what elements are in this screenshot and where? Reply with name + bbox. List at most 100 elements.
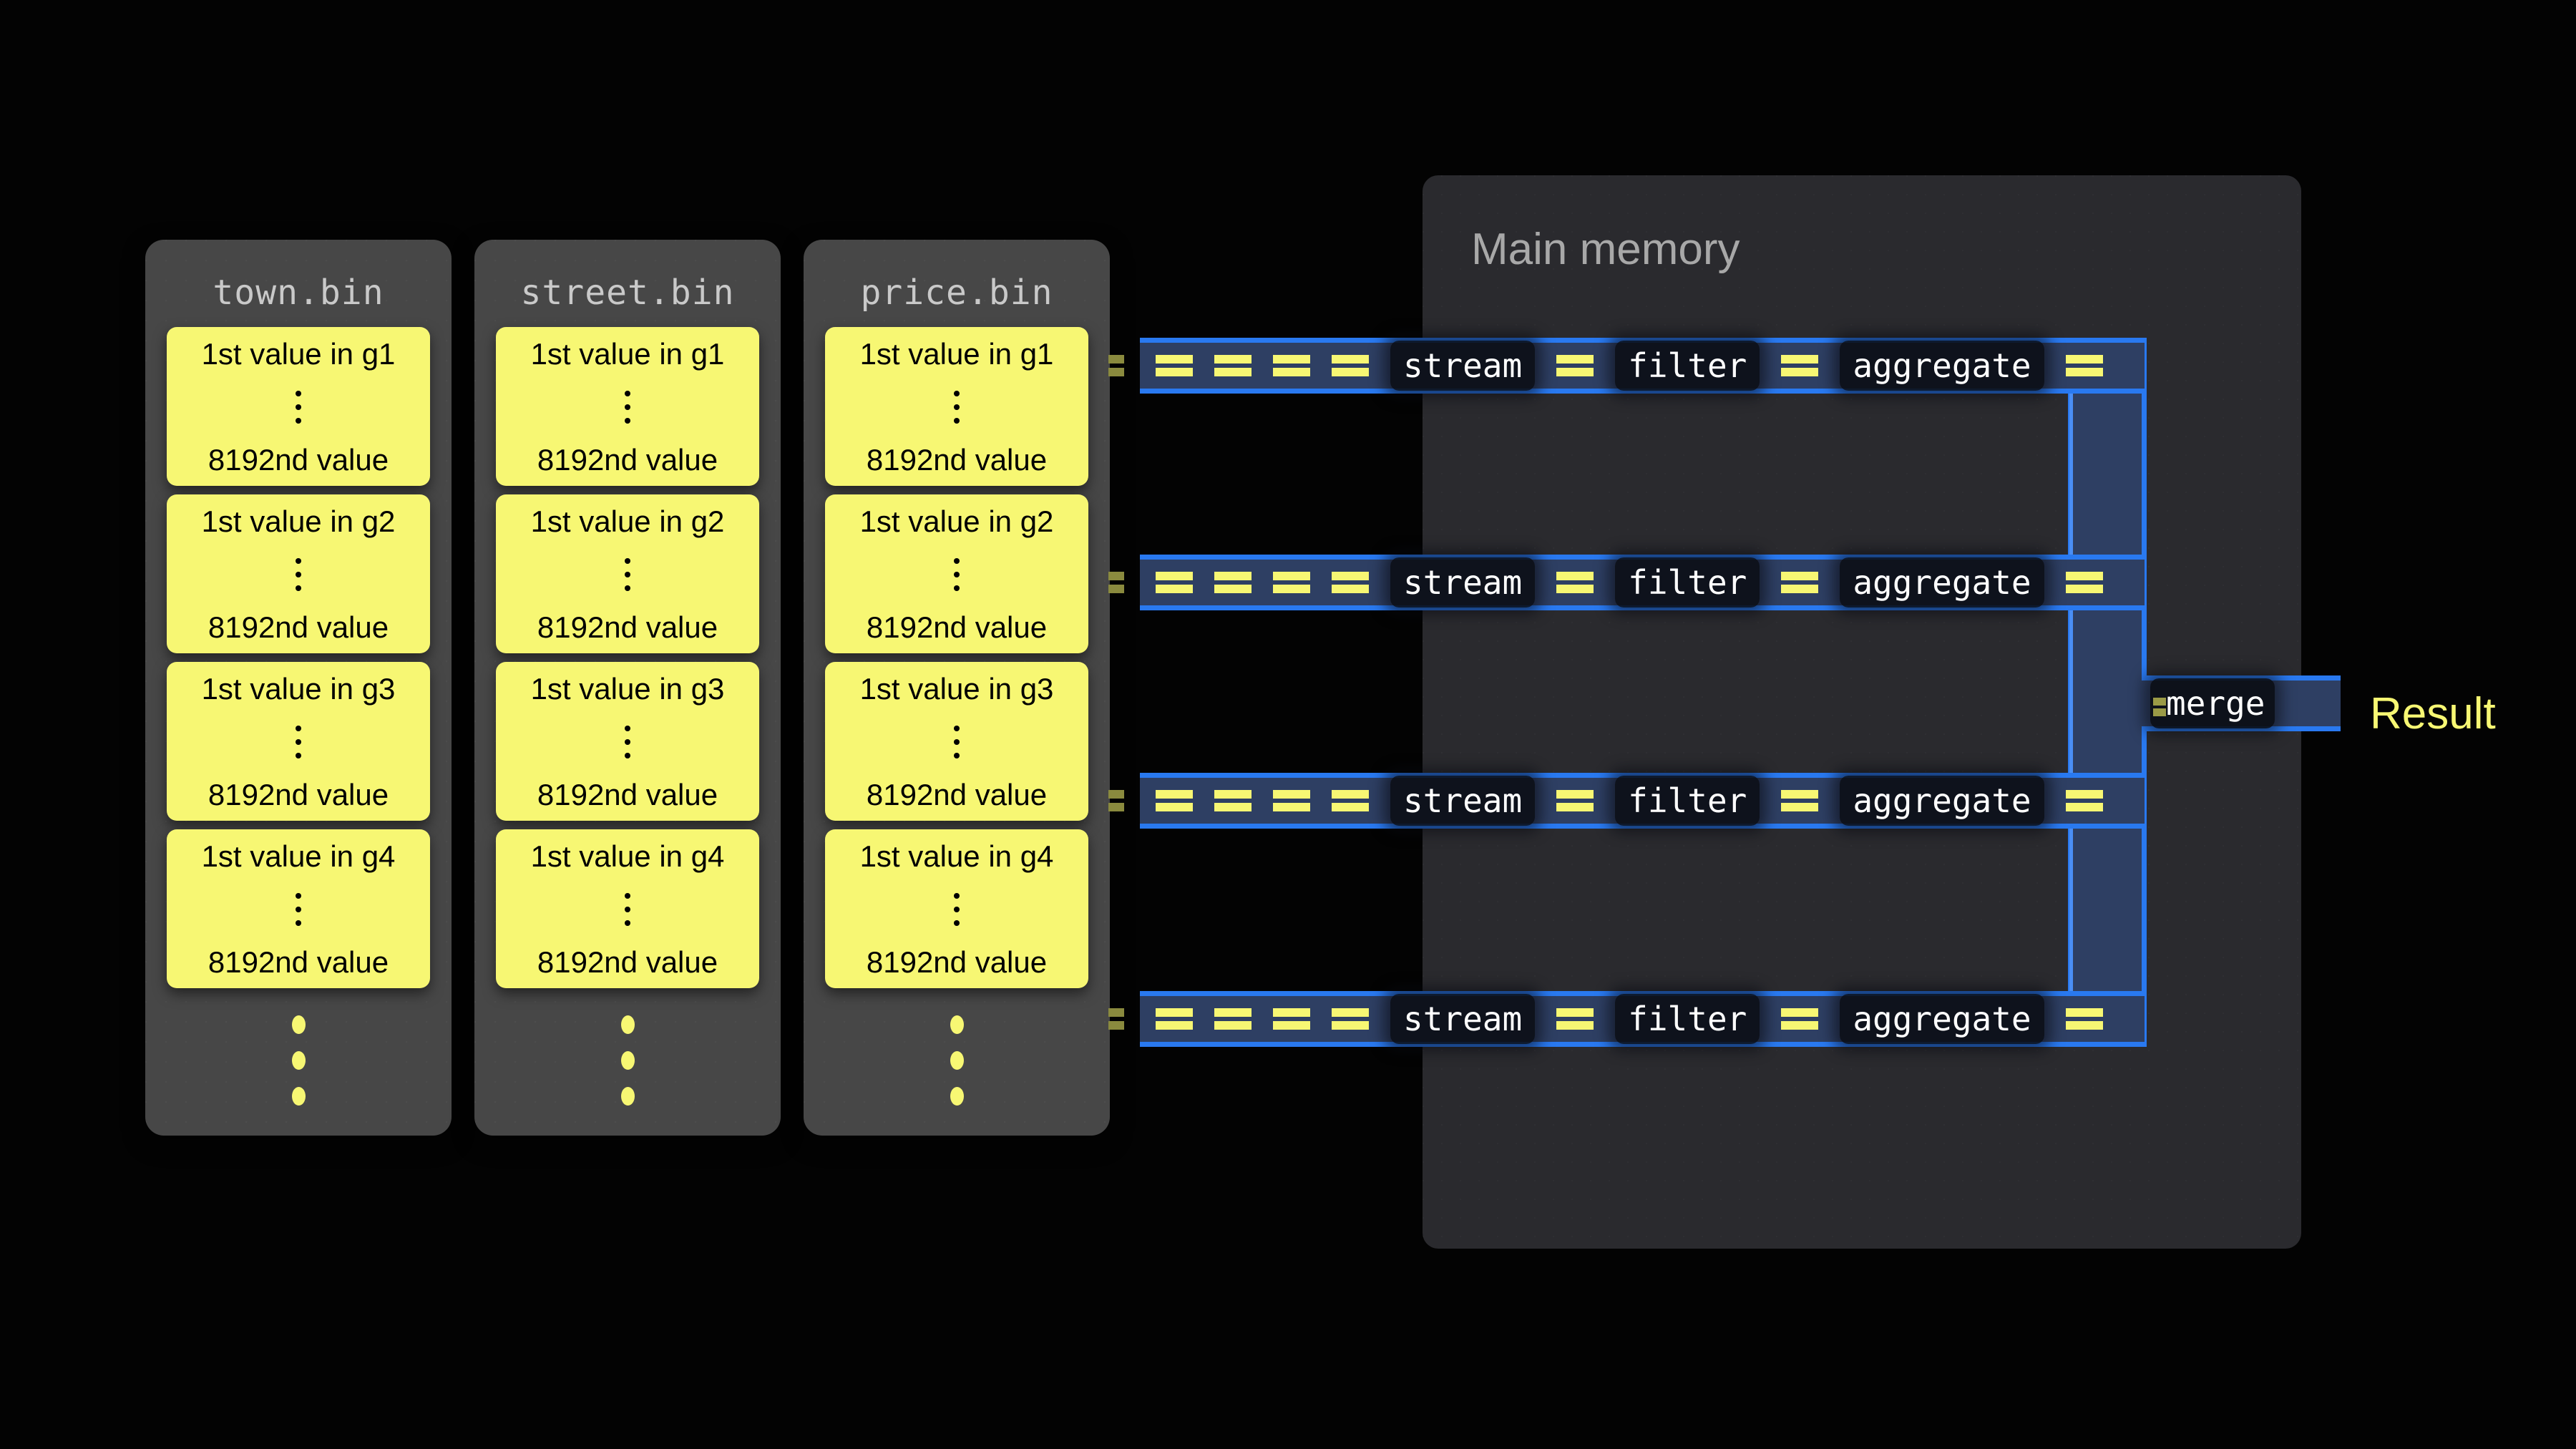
data-chunk: 1st value in g1 8192nd value	[496, 327, 759, 486]
chunk-first-value: 1st value in g2	[859, 504, 1054, 538]
pipeline-stage-aggregate[interactable]: aggregate	[1840, 557, 2044, 608]
data-chunk: 1st value in g1 8192nd value	[167, 327, 430, 486]
chunk-first-value: 1st value in g4	[859, 839, 1054, 873]
equals-dash-icon	[1214, 353, 1252, 378]
vertical-ellipsis-icon	[625, 558, 630, 591]
chunk-last-value: 8192nd value	[208, 443, 389, 477]
pipeline-stage-stream[interactable]: stream	[1390, 994, 1536, 1044]
chunk-first-value: 1st value in g1	[859, 337, 1054, 371]
data-chunk: 1st value in g3 8192nd value	[496, 662, 759, 821]
data-chunk: 1st value in g4 8192nd value	[496, 829, 759, 988]
pipeline-branch-connector	[1845, 605, 2073, 778]
pipeline-stage-filter[interactable]: filter	[1615, 994, 1760, 1044]
chunk-last-value: 8192nd value	[866, 778, 1048, 811]
equals-dash-stub-icon	[1108, 1007, 1124, 1031]
chunk-last-value: 8192nd value	[866, 610, 1048, 644]
pipeline-row[interactable]: stream filter aggregate	[1140, 991, 2145, 1047]
chunk-list: 1st value in g1 8192nd value 1st value in …	[145, 327, 452, 988]
main-memory-title: Main memory	[1471, 225, 1740, 274]
more-chunks-ellipsis-icon	[804, 997, 1110, 1136]
file-column: town.bin 1st value in g1 8192nd value 1st v…	[145, 240, 452, 1136]
pipeline-stage-filter[interactable]: filter	[1615, 341, 1760, 391]
vertical-ellipsis-icon	[625, 726, 630, 758]
pipeline-stage-label: stream	[1403, 1000, 1523, 1038]
pipeline-stage-aggregate[interactable]: aggregate	[1840, 994, 2044, 1044]
pipeline-stage-stream[interactable]: stream	[1390, 341, 1536, 391]
data-chunk: 1st value in g2 8192nd value	[496, 494, 759, 653]
pipeline-stage-label: aggregate	[1853, 563, 2031, 602]
pipeline-stage-label: aggregate	[1853, 346, 2031, 385]
equals-dash-icon	[1556, 353, 1594, 378]
chunk-last-value: 8192nd value	[537, 945, 718, 979]
pipeline-stage-filter[interactable]: filter	[1615, 557, 1760, 608]
equals-dash-icon	[1556, 570, 1594, 595]
chunk-first-value: 1st value in g3	[201, 672, 396, 706]
merge-node-label: merge	[2166, 684, 2265, 723]
merge-node[interactable]: merge	[2150, 678, 2275, 728]
pipeline-stage-filter[interactable]: filter	[1615, 776, 1760, 826]
chunk-first-value: 1st value in g4	[201, 839, 396, 873]
equals-dash-icon	[1332, 789, 1369, 813]
equals-dash-icon	[1156, 353, 1193, 378]
chunk-first-value: 1st value in g1	[201, 337, 396, 371]
pipeline-row[interactable]: stream filter aggregate	[1140, 338, 2145, 394]
equals-dash-stub-icon	[1108, 570, 1124, 595]
chunk-last-value: 8192nd value	[208, 945, 389, 979]
equals-dash-icon	[2065, 789, 2103, 813]
chunk-list: 1st value in g1 8192nd value 1st value in …	[804, 327, 1110, 988]
equals-dash-stub-icon	[1108, 789, 1124, 813]
data-chunk: 1st value in g1 8192nd value	[825, 327, 1088, 486]
pipeline-stage-label: stream	[1403, 346, 1523, 385]
equals-dash-icon	[1156, 1007, 1193, 1031]
data-flow-line: stream filter aggregate	[1140, 341, 2145, 391]
chunk-first-value: 1st value in g2	[201, 504, 396, 538]
result-label: Result	[2370, 689, 2496, 738]
equals-dash-icon	[1332, 1007, 1369, 1031]
vertical-ellipsis-icon	[954, 558, 960, 591]
data-chunk: 1st value in g2 8192nd value	[167, 494, 430, 653]
equals-dash-icon	[1556, 1007, 1594, 1031]
more-chunks-ellipsis-icon	[474, 997, 781, 1136]
chunk-last-value: 8192nd value	[866, 443, 1048, 477]
data-chunk: 1st value in g3 8192nd value	[167, 662, 430, 821]
pipeline-stage-aggregate[interactable]: aggregate	[1840, 341, 2044, 391]
file-column-title: price.bin	[860, 273, 1053, 313]
file-column-title: town.bin	[213, 273, 384, 313]
pipeline-stage-label: stream	[1403, 563, 1523, 602]
pipeline-stage-label: filter	[1628, 1000, 1747, 1038]
merge-dash-icon	[2153, 696, 2166, 718]
pipeline-stage-stream[interactable]: stream	[1390, 776, 1536, 826]
vertical-ellipsis-icon	[296, 558, 301, 591]
equals-dash-icon	[1273, 570, 1310, 595]
equals-dash-icon	[1332, 570, 1369, 595]
vertical-ellipsis-icon	[954, 726, 960, 758]
chunk-last-value: 8192nd value	[537, 610, 718, 644]
data-chunk: 1st value in g2 8192nd value	[825, 494, 1088, 653]
pipeline-row[interactable]: stream filter aggregate	[1140, 773, 2145, 829]
equals-dash-icon	[1332, 353, 1369, 378]
pipeline-stage-label: aggregate	[1853, 1000, 2031, 1038]
vertical-ellipsis-icon	[625, 391, 630, 424]
vertical-ellipsis-icon	[296, 726, 301, 758]
more-chunks-ellipsis-icon	[145, 997, 452, 1136]
chunk-last-value: 8192nd value	[537, 778, 718, 811]
pipeline-stage-stream[interactable]: stream	[1390, 557, 1536, 608]
chunk-first-value: 1st value in g4	[530, 839, 725, 873]
chunk-first-value: 1st value in g3	[859, 672, 1054, 706]
pipeline-row[interactable]: stream filter aggregate	[1140, 555, 2145, 610]
pipeline-stage-label: filter	[1628, 346, 1747, 385]
pipeline-stage-aggregate[interactable]: aggregate	[1840, 776, 2044, 826]
vertical-ellipsis-icon	[296, 391, 301, 424]
equals-dash-icon	[1781, 1007, 1819, 1031]
chunk-first-value: 1st value in g2	[530, 504, 725, 538]
equals-dash-stub-icon	[1108, 353, 1124, 378]
merge-band[interactable]: merge	[2142, 675, 2341, 731]
pipeline-branch-connector	[1845, 824, 2073, 996]
equals-dash-icon	[1781, 353, 1819, 378]
pipeline-stage-label: filter	[1628, 563, 1747, 602]
equals-dash-icon	[1156, 570, 1193, 595]
equals-dash-icon	[1781, 570, 1819, 595]
file-column: price.bin 1st value in g1 8192nd value 1st …	[804, 240, 1110, 1136]
equals-dash-icon	[1156, 789, 1193, 813]
